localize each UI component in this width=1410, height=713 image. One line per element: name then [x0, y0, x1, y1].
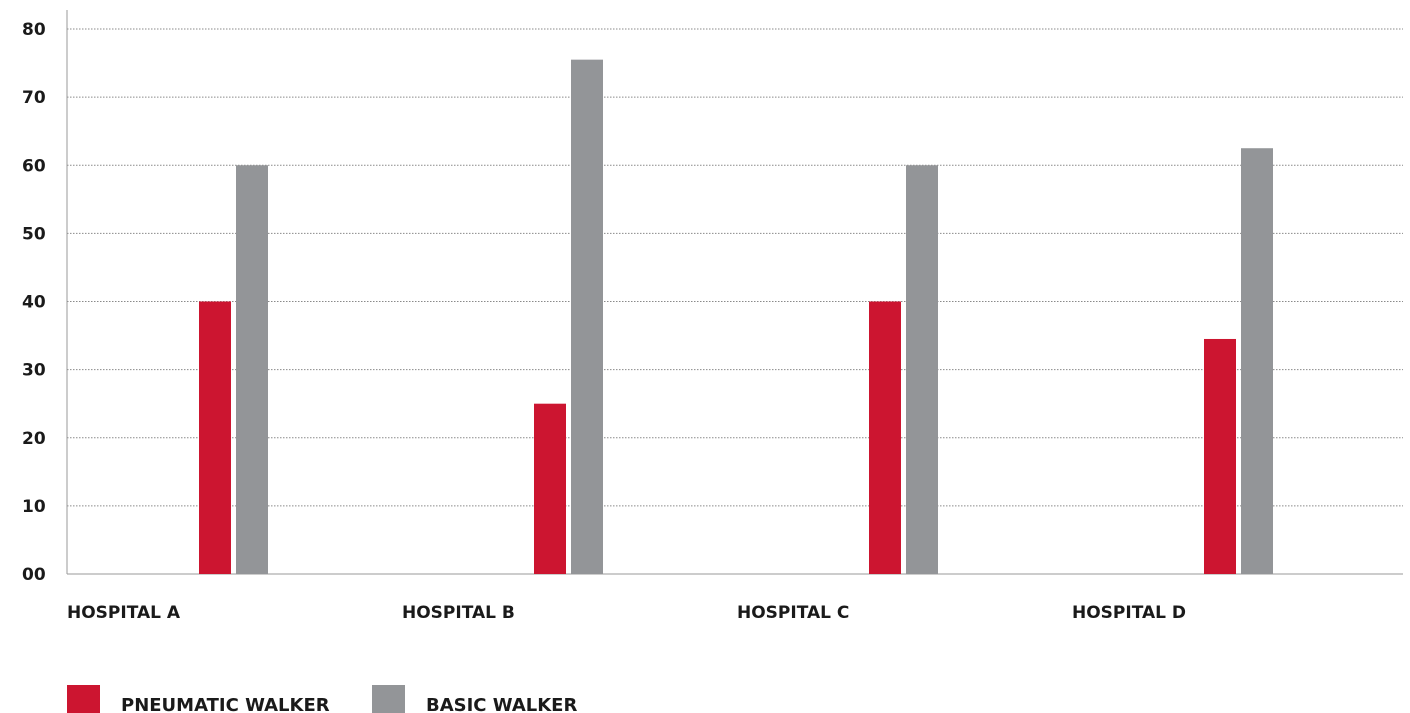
bar-pneumatic-walker-c: [869, 301, 901, 574]
legend: PNEUMATIC WALKER BASIC WALKER: [67, 685, 577, 713]
bar-basic-walker-a: [236, 165, 268, 574]
x-category-label: HOSPITAL D: [1072, 603, 1186, 623]
bars: [199, 59, 1273, 574]
bar-basic-walker-d: [1241, 148, 1273, 574]
grid-lines: [67, 28, 1403, 507]
bar-basic-walker-c: [906, 165, 938, 574]
x-category-label: HOSPITAL B: [402, 603, 515, 623]
legend-swatch: [372, 685, 405, 713]
y-tick-label: 70: [22, 88, 46, 108]
legend-label: PNEUMATIC WALKER: [121, 695, 330, 713]
x-category-label: HOSPITAL A: [67, 603, 181, 623]
axes: [66, 10, 1403, 575]
x-category-label: HOSPITAL C: [737, 603, 849, 623]
y-tick-label: 40: [22, 293, 46, 313]
y-axis-ticks: 00 10 20 30 40 50 60 70 80: [22, 20, 46, 585]
legend-label: BASIC WALKER: [426, 695, 577, 713]
y-tick-label: 30: [22, 361, 46, 381]
bar-pneumatic-walker-b: [534, 403, 566, 574]
x-axis-categories: HOSPITAL A HOSPITAL B HOSPITAL C HOSPITAL D: [67, 603, 1186, 623]
legend-swatch: [67, 685, 100, 713]
y-tick-label: 20: [22, 429, 46, 449]
bar-pneumatic-walker-d: [1204, 338, 1236, 574]
y-tick-label: 60: [22, 156, 46, 176]
y-tick-label: 80: [22, 20, 46, 40]
y-tick-label: 00: [22, 565, 46, 585]
bar-pneumatic-walker-a: [199, 301, 231, 574]
y-tick-label: 50: [22, 224, 46, 244]
bar-basic-walker-b: [571, 59, 603, 574]
y-tick-label: 10: [22, 497, 46, 517]
